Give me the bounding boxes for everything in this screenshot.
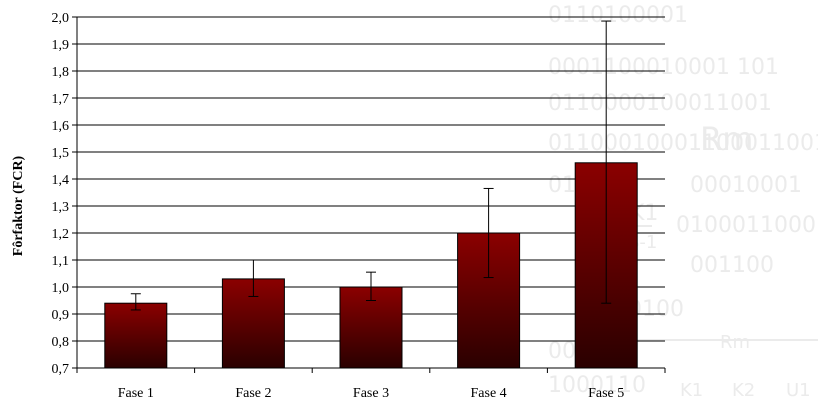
bars <box>104 162 638 369</box>
x-tick-label: Fase 5 <box>588 386 624 401</box>
axes <box>76 17 665 369</box>
watermark-text: Rm <box>700 120 753 158</box>
watermark-text: 01 <box>548 173 576 198</box>
watermark-text: Rm <box>720 332 750 353</box>
watermark-text: 001100 <box>690 253 774 278</box>
watermark-text: 1000110 <box>548 373 646 398</box>
watermark-text: 00010001 <box>690 173 802 198</box>
x-tick-label: Fase 1 <box>118 386 154 401</box>
watermark-text: 01000110001 <box>676 213 818 238</box>
x-tick-label: Fase 2 <box>235 386 271 401</box>
y-tick-label: 1,8 <box>52 65 70 80</box>
x-axis-ticks: Fase 1 Fase 2 Fase 3 Fase 4 Fase 5 <box>76 368 666 401</box>
x-tick-label: Fase 3 <box>353 386 389 401</box>
watermark-text: 00 <box>548 339 576 364</box>
bar <box>457 232 521 369</box>
watermark-text: 0110100001 <box>548 3 688 28</box>
y-tick-label: 0,9 <box>52 308 70 323</box>
x-tick-label: Fase 4 <box>471 386 507 401</box>
y-tick-label: 1,2 <box>52 227 70 242</box>
y-tick-label: 1,3 <box>52 200 70 215</box>
error-bars <box>130 20 612 311</box>
watermark-text: K1 <box>680 380 703 401</box>
bar <box>104 302 168 369</box>
y-tick-label: 1,4 <box>52 173 70 188</box>
y-axis-ticks: 2,0 1,9 1,8 1,7 1,6 1,5 1,4 1,3 1,2 1,1 1,0 0,9 0,8 0… <box>52 11 77 377</box>
y-tick-label: 1,0 <box>52 281 70 296</box>
watermark-text: 0001100010001 101 <box>548 55 779 80</box>
y-tick-label: 1,6 <box>52 119 70 134</box>
watermark-text: K2 <box>732 380 755 401</box>
y-tick-label: 1,5 <box>52 146 70 161</box>
y-tick-label: 0,8 <box>52 335 70 350</box>
y-tick-label: 1,1 <box>52 254 70 269</box>
watermark-text: U1 <box>786 380 811 401</box>
y-tick-label: 1,9 <box>52 38 70 53</box>
y-tick-label: 2,0 <box>52 11 70 26</box>
y-tick-label: 1,7 <box>52 92 70 107</box>
y-tick-label: 0,7 <box>52 362 70 377</box>
y-axis-label: Fôrfaktor (FCR) <box>11 155 26 256</box>
watermark-text: 0110000100011001 <box>548 91 772 116</box>
